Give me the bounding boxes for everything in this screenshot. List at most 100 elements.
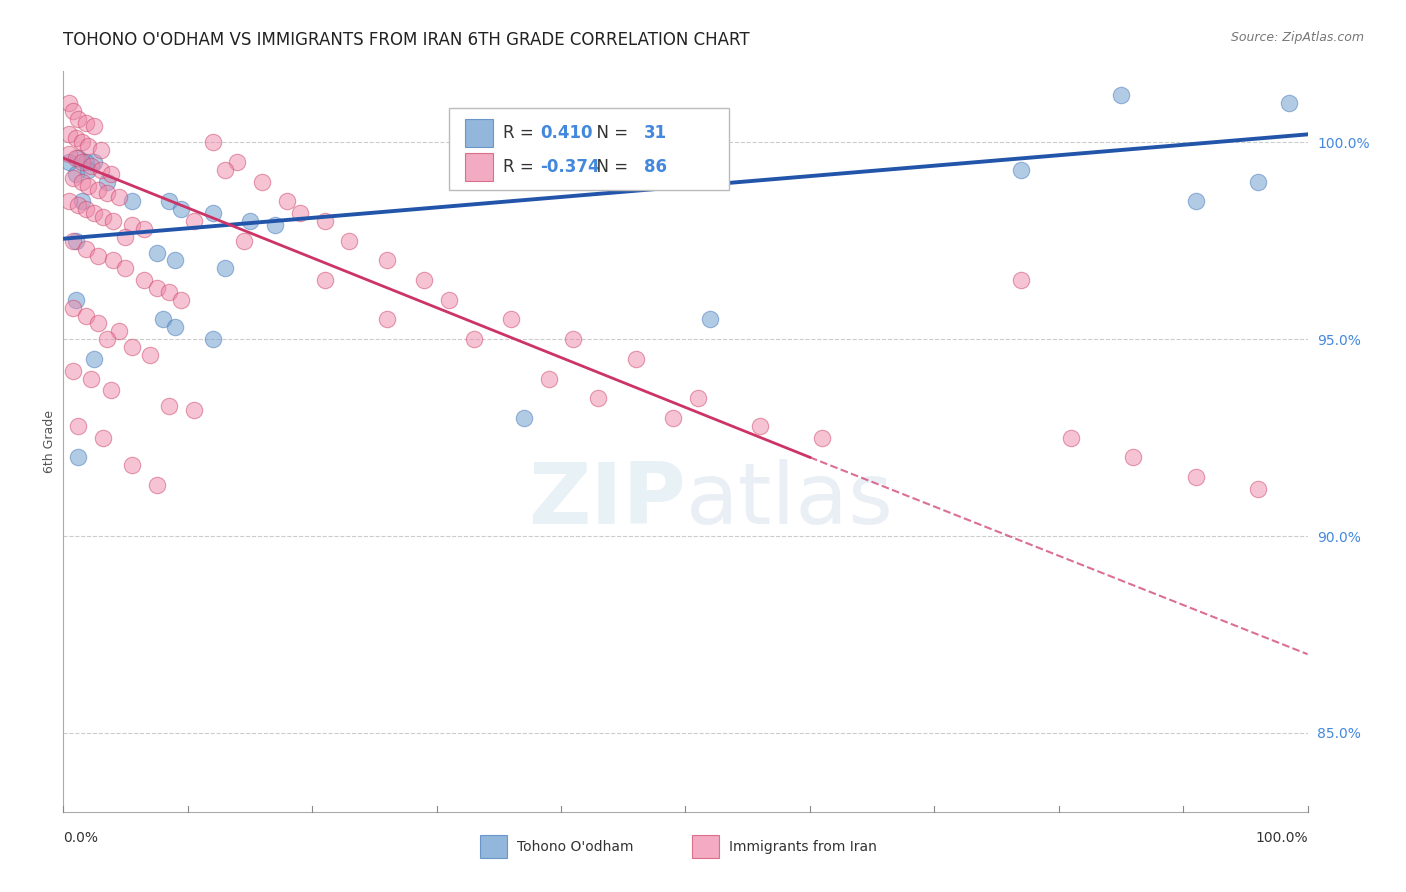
Point <box>79 371 101 385</box>
FancyBboxPatch shape <box>465 153 492 181</box>
Text: 0.0%: 0.0% <box>63 831 98 846</box>
Point <box>83 155 105 169</box>
Point <box>114 229 136 244</box>
Point <box>157 194 180 209</box>
Point <box>83 120 105 134</box>
Text: ZIP: ZIP <box>527 459 686 542</box>
Text: atlas: atlas <box>686 459 893 542</box>
Text: Source: ZipAtlas.com: Source: ZipAtlas.com <box>1230 31 1364 45</box>
Text: N =: N = <box>586 158 633 176</box>
Point <box>62 103 84 118</box>
Point <box>70 194 93 209</box>
Point <box>67 112 90 126</box>
Point <box>145 245 167 260</box>
FancyBboxPatch shape <box>465 119 492 147</box>
Point <box>121 218 143 232</box>
FancyBboxPatch shape <box>479 836 508 857</box>
Point <box>70 155 93 169</box>
Point <box>100 384 122 398</box>
Point <box>91 431 114 445</box>
Point <box>65 234 87 248</box>
Point <box>75 115 97 129</box>
Point <box>62 301 84 315</box>
Point <box>1010 273 1032 287</box>
Text: N =: N = <box>586 124 633 142</box>
Point <box>62 364 84 378</box>
Point <box>165 253 187 268</box>
Point <box>134 222 156 236</box>
Text: TOHONO O'ODHAM VS IMMIGRANTS FROM IRAN 6TH GRADE CORRELATION CHART: TOHONO O'ODHAM VS IMMIGRANTS FROM IRAN 6… <box>63 31 749 49</box>
Text: 31: 31 <box>644 124 668 142</box>
Point <box>170 293 193 307</box>
Point <box>90 143 112 157</box>
Point <box>108 324 131 338</box>
Point <box>75 155 97 169</box>
Y-axis label: 6th Grade: 6th Grade <box>44 410 56 473</box>
Text: Tohono O'odham: Tohono O'odham <box>517 839 634 854</box>
Point <box>165 320 187 334</box>
Point <box>201 206 224 220</box>
Point <box>501 312 523 326</box>
Point <box>214 261 236 276</box>
Point <box>70 175 93 189</box>
Point <box>1247 175 1270 189</box>
Point <box>1184 194 1206 209</box>
Point <box>686 391 709 405</box>
Point <box>121 458 143 472</box>
Text: R =: R = <box>502 158 538 176</box>
Point <box>58 194 80 209</box>
Point <box>114 261 136 276</box>
Point <box>96 186 118 201</box>
Point <box>58 147 80 161</box>
Point <box>512 411 534 425</box>
Point <box>134 273 156 287</box>
Point <box>157 285 180 299</box>
Point <box>1278 95 1301 110</box>
Point <box>1010 162 1032 177</box>
Point <box>375 253 398 268</box>
Point <box>375 312 398 326</box>
Point <box>288 206 311 220</box>
Point <box>1060 431 1083 445</box>
Point <box>749 418 772 433</box>
Point <box>537 371 560 385</box>
Point <box>83 206 105 220</box>
Point <box>96 175 118 189</box>
Point <box>90 162 112 177</box>
Point <box>101 214 124 228</box>
Point <box>83 351 105 366</box>
Point <box>65 131 87 145</box>
Point <box>65 167 87 181</box>
Text: -0.374: -0.374 <box>540 158 599 176</box>
Point <box>65 151 87 165</box>
Point <box>121 194 143 209</box>
Point <box>67 151 90 165</box>
Point <box>62 234 84 248</box>
Point <box>314 214 336 228</box>
Point <box>214 162 236 177</box>
Point <box>183 214 205 228</box>
Point <box>108 190 131 204</box>
Point <box>1109 87 1132 102</box>
Point <box>87 182 110 196</box>
Point <box>75 202 97 217</box>
Point <box>77 162 100 177</box>
Text: R =: R = <box>502 124 538 142</box>
Point <box>183 403 205 417</box>
Text: Immigrants from Iran: Immigrants from Iran <box>728 839 877 854</box>
Point <box>62 170 84 185</box>
Point <box>263 218 285 232</box>
Point <box>437 293 460 307</box>
Point <box>562 332 585 346</box>
Text: 86: 86 <box>644 158 668 176</box>
Point <box>58 128 80 142</box>
Point <box>252 175 274 189</box>
Text: 0.410: 0.410 <box>540 124 592 142</box>
Point <box>232 234 254 248</box>
Point <box>75 242 97 256</box>
Point <box>1247 482 1270 496</box>
Point <box>139 348 162 362</box>
Text: 100.0%: 100.0% <box>1256 831 1308 846</box>
Point <box>662 411 685 425</box>
Point <box>413 273 436 287</box>
